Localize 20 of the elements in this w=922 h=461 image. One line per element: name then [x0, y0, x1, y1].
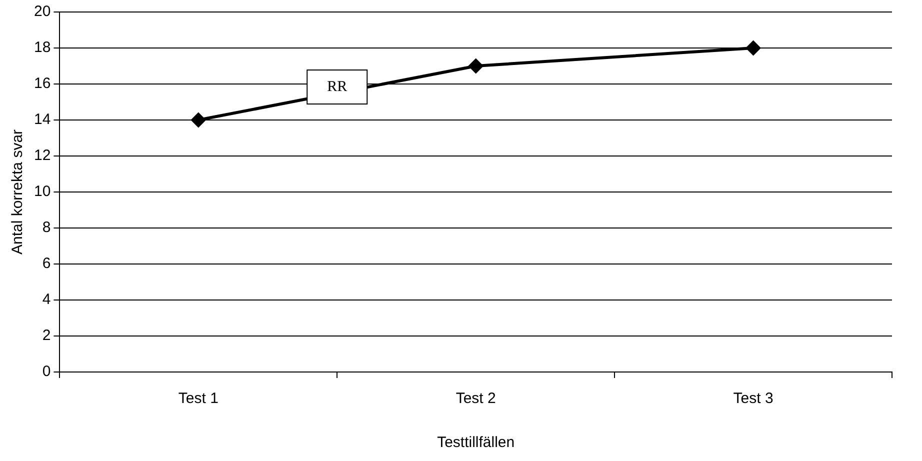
y-tick-label: 6	[42, 255, 51, 272]
y-tick-label: 20	[34, 3, 51, 20]
y-tick-label: 14	[34, 111, 51, 128]
point	[468, 58, 484, 74]
series-label: RR	[327, 78, 348, 95]
x-tick-label: Test 3	[733, 390, 774, 408]
y-tick-label: 10	[34, 183, 51, 200]
y-tick-label: 8	[42, 219, 51, 236]
y-tick-label: 4	[42, 291, 51, 308]
y-tick-label: 12	[34, 147, 51, 164]
y-tick-label: 2	[42, 327, 51, 344]
x-tick-label: Test 2	[456, 390, 496, 408]
x-axis-title: Testtillfällen	[437, 434, 515, 452]
y-tick-label: 18	[34, 39, 51, 56]
point	[746, 40, 761, 56]
y-axis-title: Antal korrekta svar	[9, 129, 26, 255]
x-tick-label: Test 1	[178, 390, 218, 408]
y-tick-label: 0	[42, 363, 51, 380]
y-tick-label: 16	[34, 75, 51, 92]
point	[190, 112, 206, 128]
